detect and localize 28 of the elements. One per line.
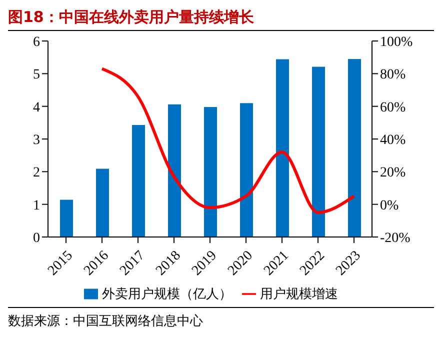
bar	[168, 104, 181, 237]
y2-tick-label: -20%	[380, 230, 411, 246]
bar	[132, 124, 145, 237]
bar	[204, 106, 217, 237]
y-tick-label: 3	[33, 132, 40, 148]
legend-label: 用户规模增速	[260, 287, 338, 302]
y2-tick-label: 80%	[380, 68, 406, 83]
bar	[348, 58, 361, 237]
source-note: 数据来源：中国互联网络信息中心	[8, 313, 204, 330]
bar	[96, 168, 109, 237]
y-tick-label: 4	[33, 100, 40, 116]
bar	[240, 103, 253, 237]
y-tick-label: 6	[33, 34, 40, 50]
legend-label: 外卖用户规模（亿人）	[102, 287, 232, 302]
line-series	[100, 67, 356, 214]
y2-tick-label: 100%	[380, 34, 413, 50]
bar	[312, 66, 325, 237]
bar	[60, 200, 73, 237]
y2-tick-label: 0%	[380, 198, 399, 214]
y-tick-label: 2	[33, 166, 40, 181]
y-tick-label: 5	[33, 68, 40, 83]
y2-tick-label: 40%	[380, 132, 406, 148]
y2-tick-label: 60%	[380, 100, 406, 116]
y2-tick-label: 20%	[380, 166, 406, 181]
y-tick-label: 1	[33, 198, 40, 214]
y-tick-label: 0	[33, 230, 40, 246]
chart-title: 图18：中国在线外卖用户量持续增长	[8, 8, 434, 31]
bar	[276, 59, 289, 237]
